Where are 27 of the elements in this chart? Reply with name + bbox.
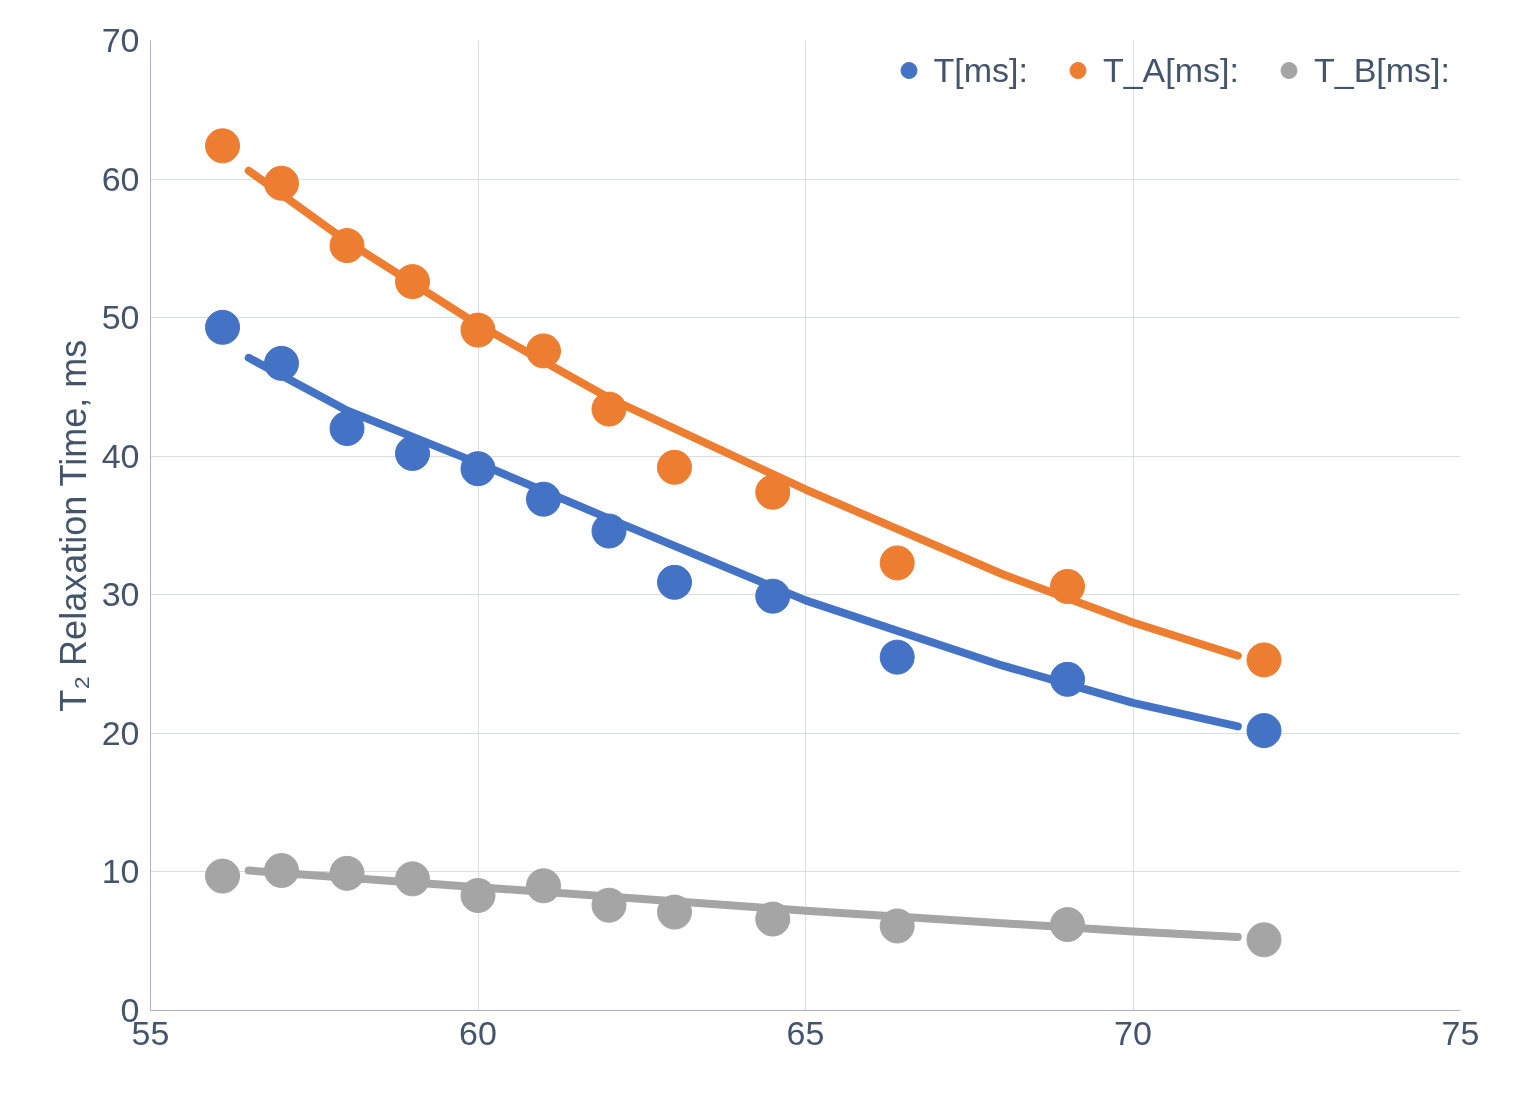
point	[1246, 713, 1282, 749]
point	[1246, 642, 1282, 678]
x-tick-label: 75	[1441, 1013, 1480, 1052]
x-tick-label: 60	[459, 1013, 497, 1052]
y-tick-label: 10	[101, 852, 140, 891]
point	[1246, 922, 1282, 958]
point	[879, 639, 915, 675]
point	[329, 411, 365, 446]
y-tick-label: 70	[101, 21, 140, 59]
point	[657, 449, 692, 485]
y-tick-label: 30	[101, 575, 140, 614]
y-tick-label: 40	[101, 436, 140, 475]
point	[657, 564, 692, 600]
point	[755, 474, 791, 510]
legend-label: T_B[ms]:	[1313, 50, 1450, 90]
x-tick-label: 65	[786, 1013, 825, 1052]
y-tick-label: 60	[101, 159, 140, 198]
point	[205, 128, 241, 164]
legend-label: T[ms]:	[933, 50, 1028, 90]
point	[205, 309, 241, 345]
y-tick-label: 50	[101, 298, 140, 337]
y-axis-title: T₂ Relaxation Time, ms	[52, 339, 94, 712]
x-tick-label: 70	[1114, 1013, 1152, 1052]
point	[205, 858, 241, 894]
y-tick-label: 20	[101, 713, 140, 752]
point	[879, 545, 915, 581]
legend-label: T_A[ms]:	[1102, 50, 1239, 90]
